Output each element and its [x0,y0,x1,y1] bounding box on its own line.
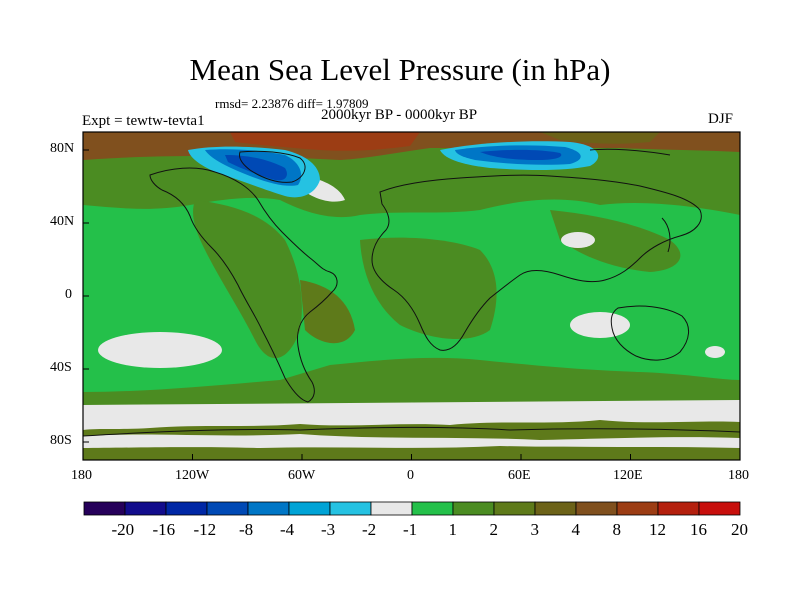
colorbar-box [411,501,454,516]
colorbar-box [247,501,290,516]
colorbar-box [124,501,167,516]
colorbar-box [83,501,126,516]
lat-tick-label: 40S [50,360,72,375]
colorbar-box [288,501,331,516]
colorbar-label: -2 [362,520,377,539]
lon-tick-label: 120E [613,468,643,483]
colorbar-box [575,501,618,516]
colorbar-box [698,501,741,516]
colorbar-label: -16 [152,520,176,539]
pressure-field [83,132,740,460]
colorbar [83,501,741,516]
colorbar-label: -4 [280,520,295,539]
colorbar-box [452,501,495,516]
lon-tick-label: 60W [288,468,316,483]
colorbar-label: 2 [489,520,499,539]
lat-tick-label: 0 [65,287,72,302]
colorbar-box [370,501,413,516]
colorbar-label: 3 [530,520,540,539]
colorbar-label: 8 [612,520,622,539]
coastlines [83,148,740,437]
colorbar-label: -20 [111,520,135,539]
colorbar-box [493,501,536,516]
colorbar-label: -12 [193,520,217,539]
colorbar-box [534,501,577,516]
lon-tick-label: 60E [508,468,531,483]
colorbar-label: 12 [649,520,666,539]
colorbar-box [329,501,372,516]
lon-tick-label: 180 [728,468,749,483]
colorbar-box [657,501,700,516]
lon-tick-label: 120W [175,468,210,483]
rmsd-diff-stats: rmsd= 2.23876 diff= 1.97809 [215,96,369,111]
colorbar-label: 1 [448,520,458,539]
colorbar-box [616,501,659,516]
lat-tick-label: 40N [50,214,75,229]
lat-tick-label: 80N [50,141,75,156]
lon-tick-label: 0 [407,468,414,483]
period-label: 2000kyr BP - 0000kyr BP [321,107,478,123]
season-label: DJF [708,111,734,127]
colorbar-label: 20 [731,520,748,539]
experiment-label: Expt = tewtw-tevta1 [82,113,205,129]
colorbar-label: -3 [321,520,336,539]
colorbar-box [206,501,249,516]
axis-ticks [82,149,741,460]
lat-tick-label: 80S [50,433,72,448]
colorbar-box [165,501,208,516]
map-title: Mean Sea Level Pressure (in hPa) [189,52,611,87]
colorbar-label: -8 [239,520,254,539]
colorbar-label: -1 [403,520,418,539]
colorbar-label: 16 [690,520,707,539]
colorbar-label: 4 [571,520,581,539]
lon-tick-label: 180 [71,468,92,483]
